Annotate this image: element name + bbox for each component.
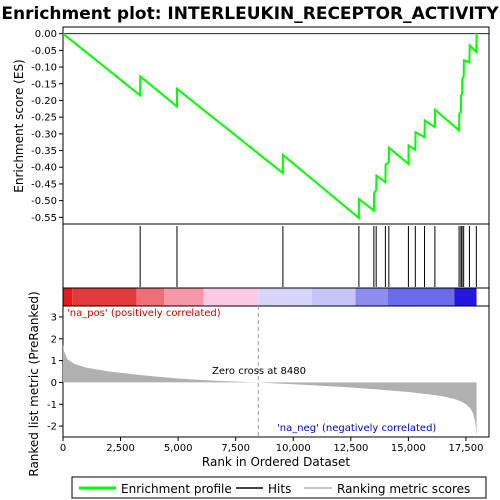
heat-segment	[63, 288, 73, 306]
metric-y-tick-label: 1	[51, 356, 57, 367]
legend-label-hits: Hits	[268, 482, 291, 496]
es-y-tick-label: -0.45	[31, 179, 57, 190]
heat-segment	[258, 288, 312, 306]
plot-title: Enrichment plot: INTERLEUKIN_RECEPTOR_AC…	[1, 4, 499, 24]
na-pos-annotation: 'na_pos' (positively correlated)	[67, 308, 221, 319]
metric-y-tick-label: -2	[47, 422, 57, 433]
es-y-tick-label: -0.05	[31, 46, 57, 57]
metric-x-tick-label: 2,500	[106, 443, 135, 454]
zero-cross-annotation: Zero cross at 8480	[212, 366, 306, 377]
metric-y-tick-label: 3	[51, 312, 57, 323]
heat-segment	[355, 288, 388, 306]
heat-segment	[136, 288, 165, 306]
hits-layer	[139, 226, 477, 287]
metric-y-tick-label: -1	[47, 400, 57, 411]
metric-x-tick-label: 12,500	[333, 443, 368, 454]
es-y-tick-label: -0.50	[31, 196, 57, 207]
es-series-line	[62, 32, 478, 221]
metric-x-tick-label: 5,000	[164, 443, 193, 454]
heat-segment	[203, 288, 259, 306]
metric-y-axis-label: Ranked list metric (PreRanked)	[27, 291, 41, 476]
es-y-tick-label: -0.10	[31, 63, 57, 74]
es-y-tick-label: -0.30	[31, 129, 57, 140]
metric-y-tick-label: 2	[51, 334, 57, 345]
metric-x-axis-label: Rank in Ordered Dataset	[202, 455, 350, 469]
metric-area-layer	[63, 306, 477, 437]
heat-segment	[387, 288, 455, 306]
metric-x-axis: 0 2,500 5,000 7,500 10,000 12,500 15,000 17,500	[60, 437, 483, 454]
es-y-tick-label: -0.55	[31, 213, 57, 224]
es-y-tick-label: -0.15	[31, 79, 57, 90]
metric-x-tick-label: 17,500	[448, 443, 483, 454]
es-line-layer	[62, 32, 489, 221]
es-y-tick-label: 0.00	[35, 29, 57, 40]
metric-x-tick-label: 7,500	[221, 443, 250, 454]
metric-x-tick-label: 0	[60, 443, 66, 454]
es-y-tick-label: -0.40	[31, 163, 57, 174]
legend-label-metric: Ranking metric scores	[337, 482, 470, 496]
legend: Enrichment profile Hits Ranking metric s…	[71, 476, 487, 499]
heat-segment	[311, 288, 356, 306]
legend-frame	[71, 476, 487, 499]
es-y-tick-label: -0.25	[31, 113, 57, 124]
es-y-tick-label: -0.20	[31, 96, 57, 107]
metric-y-tick-label: 0	[51, 378, 57, 389]
metric-x-tick-label: 15,000	[391, 443, 426, 454]
metric-panel-frame	[62, 305, 490, 438]
es-y-axis: 0.00 -0.05 -0.10 -0.15 -0.20 -0.25 -0.30 -0.35 -…	[31, 29, 63, 224]
na-neg-annotation: 'na_neg' (negatively correlated)	[277, 423, 436, 434]
heat-segment	[164, 288, 204, 306]
hits-panel-frame	[62, 223, 490, 289]
metric-area	[63, 344, 477, 436]
metric-y-axis: 3 2 1 0 -1 -2	[47, 312, 63, 433]
heat-segment	[72, 288, 137, 306]
metric-x-tick-label: 10,000	[276, 443, 311, 454]
es-y-tick-label: -0.35	[31, 146, 57, 157]
es-y-axis-label: Enrichment score (ES)	[12, 59, 26, 192]
rank-heat-bar	[63, 288, 477, 306]
legend-label-enrichment: Enrichment profile	[121, 482, 232, 496]
es-panel-frame	[62, 26, 490, 225]
heat-segment	[454, 288, 477, 306]
